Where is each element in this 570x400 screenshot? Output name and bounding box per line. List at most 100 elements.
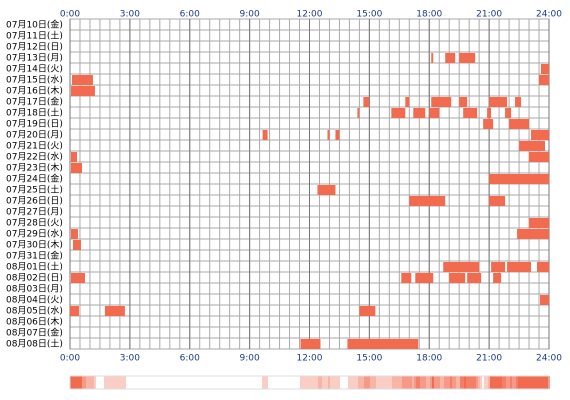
density-cell (524, 376, 526, 389)
x-tick-label: 12:00 (297, 10, 323, 20)
density-cell (398, 376, 400, 389)
density-cell (540, 376, 542, 389)
activity-bar (70, 229, 78, 239)
density-cell (306, 376, 308, 389)
x-tick-label: 24:00 (536, 354, 562, 364)
density-cell (122, 376, 124, 389)
density-cell (440, 376, 442, 389)
density-cell (544, 376, 546, 389)
row-label: 07月23日(木) (6, 162, 63, 174)
density-cell (396, 376, 398, 389)
density-cell (460, 376, 462, 389)
density-cell (308, 376, 310, 389)
density-cell (358, 376, 360, 389)
density-cell (76, 376, 78, 389)
density-cell (476, 376, 478, 389)
density-cell (382, 376, 384, 389)
density-cell (266, 376, 268, 389)
activity-bar (493, 273, 502, 283)
density-cell (324, 376, 326, 389)
activity-bar (405, 97, 410, 107)
density-cell (390, 376, 392, 389)
activity-bar (505, 108, 512, 118)
row-label: 07月30日(木) (6, 239, 63, 251)
density-cell (310, 376, 312, 389)
density-cell (106, 376, 108, 389)
activity-bar (401, 273, 412, 283)
density-cell (394, 376, 396, 389)
x-tick-label: 9:00 (240, 10, 260, 20)
row-label: 07月25日(土) (6, 184, 63, 196)
density-cell (404, 376, 406, 389)
density-cell (414, 376, 416, 389)
x-tick-label: 12:00 (297, 354, 323, 364)
activity-bar (467, 273, 482, 283)
activity-bar (415, 273, 434, 283)
activity-bar (391, 108, 406, 118)
density-cell (438, 376, 440, 389)
density-cell (536, 376, 538, 389)
activity-bar (489, 196, 506, 206)
density-cell (380, 376, 382, 389)
activity-bar (459, 53, 476, 63)
density-cell (534, 376, 536, 389)
activity-bar (347, 339, 419, 349)
density-cell (350, 376, 352, 389)
row-label: 07月27日(月) (6, 207, 63, 218)
density-cell (428, 376, 430, 389)
density-cell (388, 376, 390, 389)
density-cell (356, 376, 358, 389)
density-cell (406, 376, 408, 389)
row-label: 07月13日(月) (6, 53, 63, 64)
density-cell (434, 376, 436, 389)
row-label: 07月20日(月) (6, 130, 63, 141)
density-cell (490, 376, 492, 389)
x-tick-label: 0:00 (60, 354, 80, 364)
density-cell (518, 376, 520, 389)
x-tick-label: 21:00 (476, 10, 502, 20)
density-cell (80, 376, 82, 389)
row-label: 08月04日(火) (6, 295, 63, 306)
row-label: 07月15日(水) (6, 74, 63, 86)
density-cell (526, 376, 528, 389)
activity-bar (541, 64, 549, 74)
density-cell (448, 376, 450, 389)
density-cell (468, 376, 470, 389)
density-cell (92, 376, 94, 389)
density-cell (90, 376, 92, 389)
density-cell (370, 376, 372, 389)
density-cell (386, 376, 388, 389)
activity-bar (335, 130, 340, 140)
density-cell (470, 376, 472, 389)
density-cell (466, 376, 468, 389)
activity-bar (300, 339, 321, 349)
activity-bar (445, 53, 456, 63)
density-cell (496, 376, 498, 389)
activity-bar (262, 130, 268, 140)
row-label: 07月31日(金) (6, 250, 63, 262)
activity-bar (487, 108, 492, 118)
density-cell (334, 376, 336, 389)
density-cell (532, 376, 534, 389)
density-cell (416, 376, 418, 389)
row-label: 07月26日(日) (6, 196, 63, 207)
activity-bar (531, 130, 549, 140)
density-cell (302, 376, 304, 389)
density-cell (478, 376, 480, 389)
density-cell (512, 376, 514, 389)
density-cell (500, 376, 502, 389)
density-cell (498, 376, 500, 389)
density-cell (484, 376, 486, 389)
density-cell (360, 376, 362, 389)
density-cell (528, 376, 530, 389)
x-tick-label: 6:00 (180, 10, 200, 20)
density-cell (304, 376, 306, 389)
row-label: 08月07日(金) (6, 327, 63, 339)
density-cell (504, 376, 506, 389)
row-label: 08月03日(月) (6, 284, 63, 295)
density-cell (456, 376, 458, 389)
density-cell (94, 376, 96, 389)
density-cell (372, 376, 374, 389)
activity-bar (489, 174, 549, 184)
